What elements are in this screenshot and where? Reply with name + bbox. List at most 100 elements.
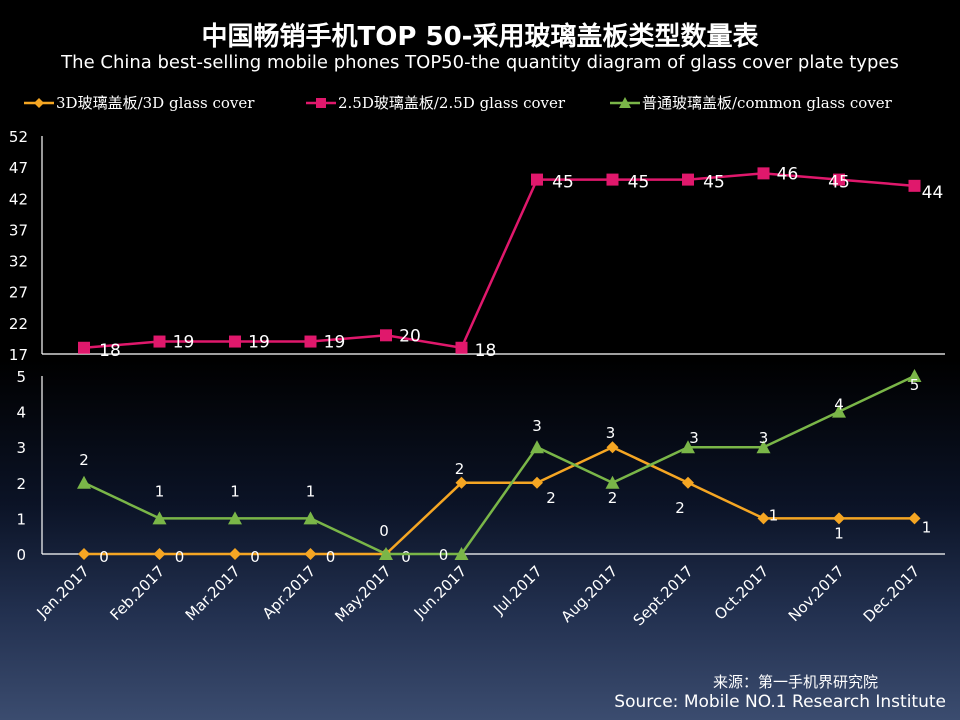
data-point-common [379, 547, 393, 560]
data-point-3d [908, 512, 921, 525]
data-point-2-5d [833, 173, 845, 186]
x-tick-label: Jan.2017 [33, 562, 93, 622]
data-point-common [303, 511, 318, 525]
data-point-common [530, 440, 544, 454]
data-label: 18 [99, 341, 121, 361]
data-label: 18 [475, 341, 497, 361]
x-tick-label: Apr.2017 [259, 562, 319, 622]
data-point-common [907, 369, 922, 382]
diamond-marker-icon [24, 97, 54, 108]
data-label: 44 [922, 183, 944, 203]
lower-y-tick-label: 1 [16, 510, 26, 528]
data-label: 2 [608, 489, 618, 507]
data-point-2-5d [78, 341, 90, 354]
triangle-marker-icon [610, 96, 640, 108]
data-point-3d [833, 512, 845, 525]
data-point-2-5d [757, 167, 770, 180]
data-label: 1 [834, 524, 844, 542]
data-point-2-5d [455, 341, 468, 354]
data-point-2-5d [908, 179, 921, 192]
x-tick-label: Nov.2017 [785, 562, 848, 625]
data-point-common [454, 547, 469, 560]
data-point-3d [153, 548, 166, 560]
data-point-2-5d [606, 173, 619, 186]
x-tick-label: Jul.2017 [489, 562, 546, 619]
data-point-3d [606, 441, 619, 454]
data-point-2-5d [229, 335, 241, 348]
data-label: 45 [552, 173, 574, 193]
chart-title: 中国畅销手机TOP 50-采用玻璃盖板类型数量表 [201, 22, 759, 52]
data-label: 19 [248, 333, 270, 353]
data-label: 1 [769, 506, 779, 524]
data-point-2-5d [153, 335, 166, 348]
x-tick-label: Oct.2017 [711, 562, 772, 623]
x-tick-label: May.2017 [331, 562, 395, 626]
data-point-3d [757, 512, 770, 525]
data-label: 3 [759, 429, 769, 447]
data-label: 0 [379, 522, 389, 540]
data-label: 2 [675, 499, 685, 517]
chart-subtitle: The China best-selling mobile phones TOP… [61, 52, 899, 73]
legend-label-common: 普通玻璃盖板/common glass cover [642, 94, 892, 112]
legend: 3D玻璃盖板/3D glass cover 2.5D玻璃盖板/2.5D glas… [24, 92, 944, 116]
data-label: 1 [306, 482, 316, 500]
lower-y-tick-label: 2 [16, 475, 26, 493]
upper-y-tick-label: 22 [9, 315, 28, 333]
series-line-square [83, 172, 915, 350]
lower-y-tick-label: 4 [16, 404, 26, 422]
x-tick-label: Feb.2017 [106, 562, 168, 624]
data-label: 19 [173, 333, 195, 353]
legend-label-3d: 3D玻璃盖板/3D glass cover [56, 94, 255, 112]
data-point-common [681, 440, 695, 454]
data-label: 3 [606, 424, 616, 442]
upper-y-tick-label: 17 [9, 346, 28, 364]
data-point-common [228, 511, 242, 525]
legend-item-3d: 3D玻璃盖板/3D glass cover [24, 92, 254, 113]
x-tick-label: Dec.2017 [860, 562, 924, 626]
upper-y-tick-label: 47 [9, 159, 28, 177]
data-label: 0 [326, 548, 336, 566]
data-point-3d [229, 548, 241, 560]
data-label: 4 [834, 396, 844, 414]
data-label: 2 [79, 451, 89, 469]
data-point-2-5d [380, 329, 392, 342]
data-label: 45 [703, 173, 725, 193]
square-marker-icon [306, 97, 336, 108]
data-label: 0 [99, 548, 109, 566]
data-point-3d [682, 476, 694, 489]
source-chinese: 来源：第一手机界研究院 [712, 673, 878, 691]
x-tick-label: Aug.2017 [558, 562, 622, 626]
data-label: 3 [689, 429, 699, 447]
data-point-common [756, 440, 771, 454]
data-label: 20 [399, 326, 421, 346]
data-label: 0 [175, 548, 185, 566]
data-label: 1 [922, 518, 932, 536]
source-block: 来源：第一手机界研究院 Source: Mobile NO.1 Research… [614, 671, 946, 712]
data-point-3d [531, 476, 543, 489]
data-point-3d [78, 548, 90, 560]
upper-y-tick-label: 42 [9, 190, 28, 208]
data-label: 1 [230, 482, 240, 500]
upper-y-tick-label: 27 [9, 284, 28, 302]
data-label: 3 [532, 417, 542, 435]
x-tick-label: Jun.2017 [410, 562, 470, 622]
data-label: 1 [155, 482, 165, 500]
series-line-diamond [84, 445, 915, 556]
data-label: 0 [250, 548, 260, 566]
data-label: 0 [439, 546, 449, 564]
data-point-common [152, 511, 167, 525]
data-point-common [832, 404, 846, 418]
legend-label-2-5d: 2.5D玻璃盖板/2.5D glass cover [338, 94, 566, 112]
x-tick-label: Mar.2017 [182, 562, 244, 624]
legend-item-2-5d: 2.5D玻璃盖板/2.5D glass cover [306, 92, 565, 113]
lower-y-tick-label: 0 [16, 546, 26, 564]
source-english: Source: Mobile NO.1 Research Institute [614, 692, 946, 712]
data-label: 2 [455, 460, 465, 478]
data-point-3d [304, 548, 317, 560]
upper-y-tick-label: 37 [9, 221, 28, 239]
data-label: 2 [546, 489, 556, 507]
data-label: 19 [324, 333, 346, 353]
data-label: 45 [628, 173, 650, 193]
data-label: 5 [910, 376, 920, 394]
